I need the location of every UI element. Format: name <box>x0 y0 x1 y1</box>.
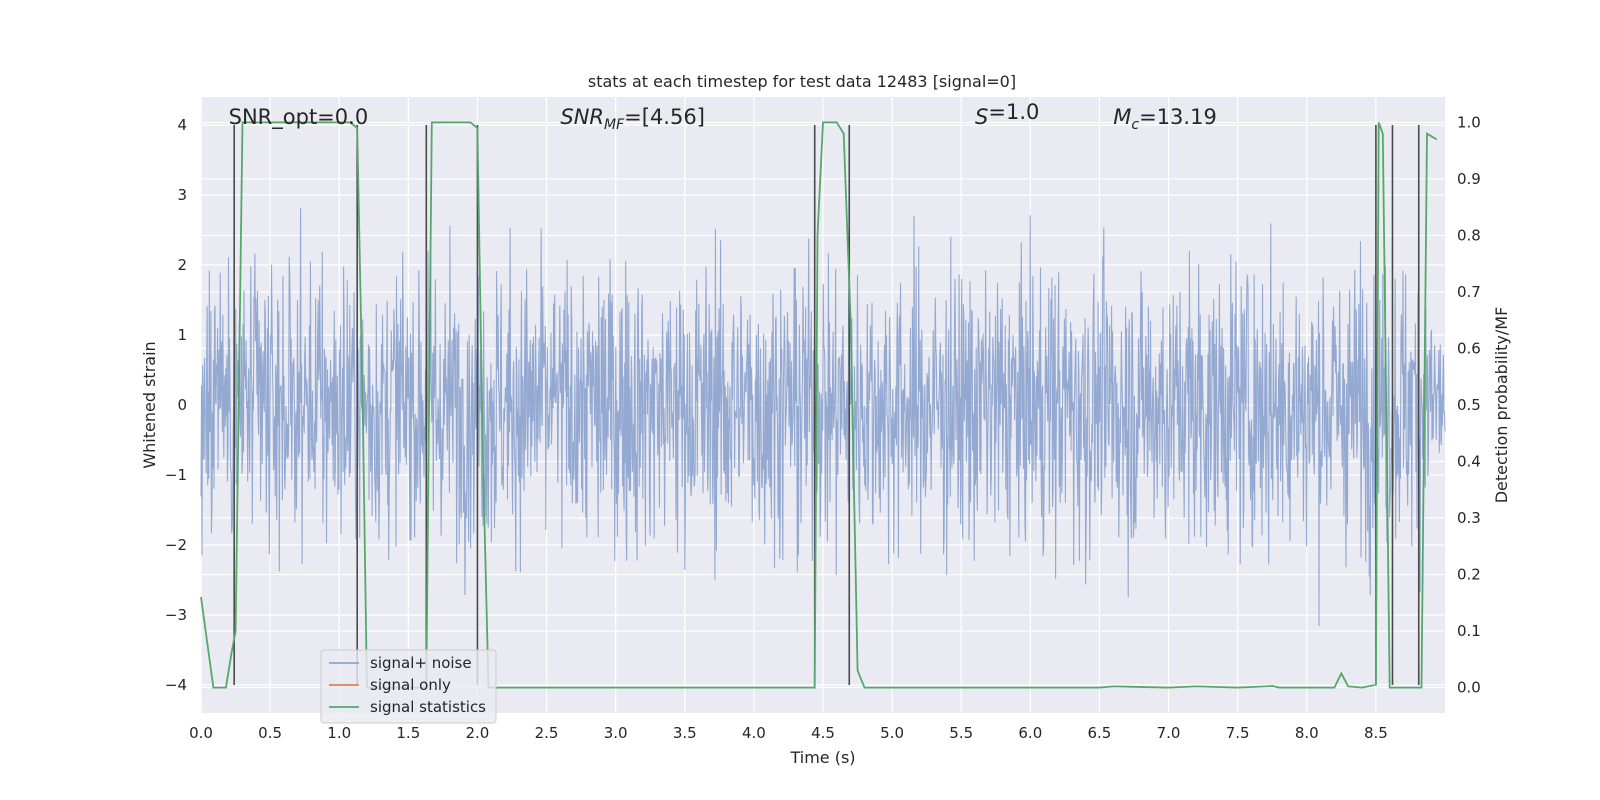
y-left-tick-label: −2 <box>165 536 187 554</box>
y-left-axis-label: Whitened strain <box>140 341 159 468</box>
y-right-tick-label: 0.0 <box>1457 679 1481 697</box>
x-tick-label: 6.5 <box>1088 724 1112 742</box>
x-tick-label: 5.0 <box>880 724 904 742</box>
x-tick-label: 7.5 <box>1226 724 1250 742</box>
y-right-axis-ticks: 1.0 0.9 0.8 0.7 0.6 0.5 0.4 0.3 0.2 0.1 0.0 <box>1457 113 1481 696</box>
x-tick-label: 1.5 <box>396 724 420 742</box>
x-tick-label: 1.0 <box>327 724 351 742</box>
x-tick-label: 8.5 <box>1364 724 1388 742</box>
series-signal-statistics <box>200 121 1438 689</box>
x-tick-label: 0.0 <box>189 724 213 742</box>
annotation-0: SNR_opt=0.0 <box>229 105 369 130</box>
x-tick-label: 0.5 <box>258 724 282 742</box>
y-left-tick-label: −1 <box>165 466 187 484</box>
annotations: SNR_opt=0.0 SNRMF=[4.56] S=1.0 Mc=13.19 <box>229 100 1217 133</box>
annotation-3: Mc=13.19 <box>1113 105 1217 133</box>
y-right-axis-label: Detection probability/MF <box>1492 307 1511 504</box>
y-left-tick-label: 0 <box>177 396 187 414</box>
y-right-tick-label: 0.9 <box>1457 170 1481 188</box>
chart-title: stats at each timestep for test data 124… <box>588 72 1016 91</box>
x-tick-label: 3.0 <box>604 724 628 742</box>
statistics-line <box>200 121 1438 689</box>
legend: signal+ noise signal only signal statist… <box>320 649 497 724</box>
y-left-tick-label: 2 <box>177 256 187 274</box>
x-tick-label: 5.5 <box>949 724 973 742</box>
x-tick-label: 7.0 <box>1157 724 1181 742</box>
x-tick-label: 2.5 <box>535 724 559 742</box>
y-right-tick-label: 0.4 <box>1457 453 1481 471</box>
y-right-tick-label: 0.1 <box>1457 622 1481 640</box>
x-tick-label: 3.5 <box>673 724 697 742</box>
legend-label-signal-statistics: signal statistics <box>370 698 486 716</box>
y-left-tick-label: 3 <box>177 186 187 204</box>
y-right-tick-label: 0.8 <box>1457 226 1481 244</box>
x-tick-label: 2.0 <box>466 724 490 742</box>
y-left-tick-label: 1 <box>177 326 187 344</box>
x-tick-label: 4.5 <box>811 724 835 742</box>
annotation-2: S=1.0 <box>975 100 1039 129</box>
noise-line <box>200 207 1446 627</box>
x-axis-label: Time (s) <box>789 748 855 767</box>
legend-box <box>320 649 497 724</box>
x-tick-label: 6.0 <box>1018 724 1042 742</box>
y-left-tick-label: −3 <box>165 606 187 624</box>
y-right-tick-label: 0.6 <box>1457 339 1481 357</box>
y-right-tick-label: 0.7 <box>1457 283 1481 301</box>
legend-label-signal-only: signal only <box>370 676 451 694</box>
y-right-tick-label: 0.2 <box>1457 566 1481 584</box>
y-right-tick-label: 1.0 <box>1457 113 1481 131</box>
y-left-tick-label: 4 <box>177 116 187 134</box>
series-signal-noise <box>200 207 1446 627</box>
x-axis-ticks: 0.0 0.5 1.0 1.5 2.0 2.5 3.0 3.5 4.0 4.5 5.0 5.5 6.0 6… <box>189 724 1388 742</box>
y-left-axis-ticks: 4 3 2 1 0 −1 −2 −3 −4 <box>165 116 187 694</box>
y-left-tick-label: −4 <box>165 676 187 694</box>
y-right-tick-label: 0.5 <box>1457 396 1481 414</box>
x-tick-label: 8.0 <box>1295 724 1319 742</box>
legend-label-signal-noise: signal+ noise <box>370 654 472 672</box>
x-tick-label: 4.0 <box>742 724 766 742</box>
y-right-tick-label: 0.3 <box>1457 509 1481 527</box>
annotation-1: SNRMF=[4.56] <box>560 105 705 133</box>
